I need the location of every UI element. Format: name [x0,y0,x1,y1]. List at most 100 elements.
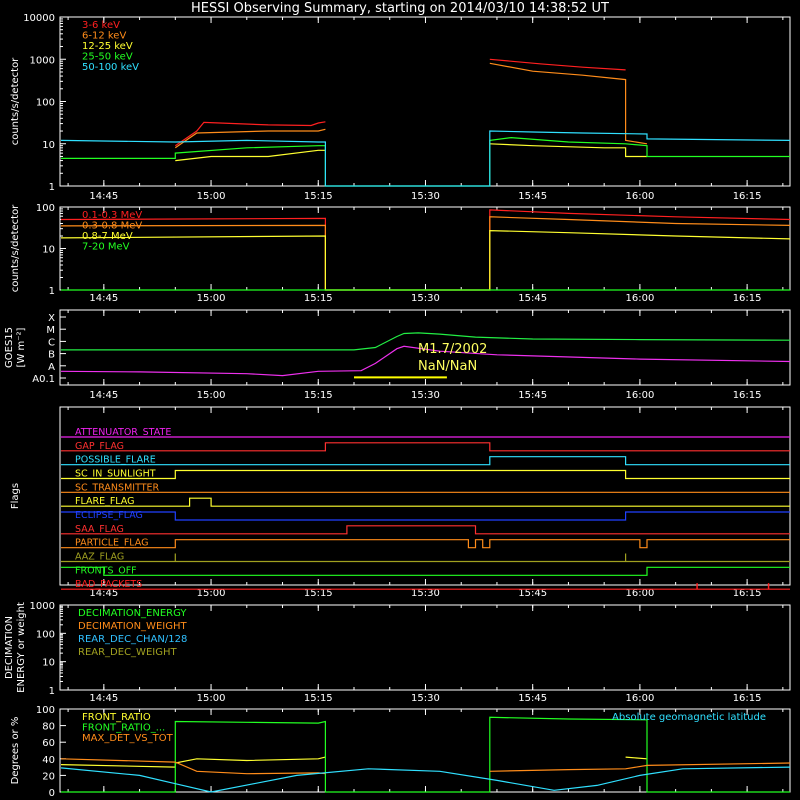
series-line-3 [61,136,790,187]
flag-label: POSSIBLE_FLARE [75,455,156,466]
x-tick-label: 15:15 [304,191,333,202]
legend-entry: REAR_DEC_CHAN/128 [78,634,187,645]
panels-group: 14:45 15:00 15:15 15:30 15:45 16:00 16:1511010… [4,13,791,799]
flag-label: FLARE_FLAG [75,496,135,507]
x-tick-label: 16:15 [733,693,762,704]
x-tick-label: 15:45 [518,693,547,704]
legend-entry: 3-6 keV [82,20,120,31]
legend-entry: DECIMATION_WEIGHT [78,621,187,632]
flag-label: ECLIPSE_FLAG [75,510,143,521]
legend-entry: 0.1-0.3 MeV [82,210,142,221]
x-tick-label: 15:45 [518,191,547,202]
x-tick-label: 16:00 [625,293,654,304]
x-tick-label: 15:30 [411,191,440,202]
flag-trace [61,525,790,535]
series-line-1 [60,216,791,291]
flag-label: AAZ_FLAG [75,552,124,563]
panel-decimation: 14:45 15:00 15:15 15:30 15:45 16:00 16:15 1 10 10… [4,601,791,704]
flag-label: FRONTS_OFF [75,565,137,576]
x-tick-label: 15:00 [197,293,226,304]
panel-ratio: 0 20 40 60 80 100 Degrees or % FRONT_RATIOFRONT… [10,705,791,799]
y-tick-label: 100 [36,203,55,214]
series-line-4 [60,130,791,187]
legend-entry: 0.3-0.8 MeV [82,221,142,232]
y-tick-label: A [48,362,55,373]
x-tick-label: 16:15 [733,390,762,401]
x-tick-label: 15:00 [197,693,226,704]
panel-frame [59,16,791,187]
flag-trace [61,442,790,452]
series-line-2 [175,143,647,162]
y-axis-label: counts/s/detector [10,204,21,292]
y-tick-label: 0 [49,788,55,799]
x-tick-label: 16:00 [625,191,654,202]
y-tick-label: 40 [42,755,55,766]
series-line-0 [60,209,791,291]
legend-entry: 7-20 MeV [82,242,130,253]
x-tick-label: 16:00 [625,693,654,704]
y-axis-label-2: ENERGY or weight [16,602,27,693]
legend-entry: 0.8-7 MeV [82,231,133,242]
panel-goes: 14:45 15:00 15:15 15:30 15:45 16:00 16:15 A0.1A… [4,309,791,401]
legend-entry: 25-50 keV [82,52,133,63]
x-tick-label: 15:45 [518,293,547,304]
y-axis-label: counts/s/detector [10,57,21,145]
x-tick-label: 14:45 [89,588,118,599]
series-line-0 [61,332,791,351]
flag-trace [61,566,790,576]
series-line-0 [174,58,626,147]
legend-entry: FRONT_RATIO [82,712,151,723]
y-axis-label: Flags [10,483,21,509]
x-tick-label: 16:00 [625,390,654,401]
panel-flags: 14:45 15:00 15:15 15:30 15:45 16:00 16:15 Flags… [10,406,791,599]
x-tick-label: 16:15 [733,588,762,599]
flag-label: GAP_FLAG [75,441,124,452]
x-tick-label: 15:30 [411,588,440,599]
y-tick-label: 1 [49,286,55,297]
x-tick-label: 15:30 [411,693,440,704]
x-tick-label: 15:45 [518,588,547,599]
legend-entry: MAX_DET_VS_TOT [82,733,174,744]
x-tick-label: 15:00 [197,390,226,401]
series-line-1 [174,62,648,149]
y-axis-label: GOES15 [4,327,15,368]
x-tick-label: 15:00 [197,191,226,202]
x-tick-label: 16:00 [625,588,654,599]
y-tick-label: 60 [42,738,55,749]
y-tick-label: 20 [42,771,55,782]
y-axis-label: DECIMATION [4,616,15,679]
y-axis-label-2: [W m⁻²] [16,327,27,367]
y-tick-label: M [46,325,55,336]
flag-label: SC_IN_SUNLIGHT [75,469,156,480]
flag-trace [61,539,790,549]
y-tick-label: 100 [36,705,55,716]
y-tick-label: 1 [49,182,55,193]
legend-entry: REAR_DEC_WEIGHT [78,647,177,658]
flare-class-annotation: NaN/NaN [418,359,477,374]
legend-entry: FRONT_RATIO_... [82,723,165,734]
y-tick-label: 10000 [23,13,55,24]
panel-highE: 14:45 15:00 15:15 15:30 15:45 16:00 16:15 1 10 10… [10,203,791,304]
series-line-1 [61,716,790,793]
y-tick-label: 100 [36,629,55,640]
x-tick-label: 14:45 [89,191,118,202]
x-tick-label: 15:15 [304,588,333,599]
flag-trace [61,456,790,466]
y-tick-label: 80 [42,722,55,733]
flag-trace [61,553,790,563]
x-tick-label: 15:15 [304,390,333,401]
series-line-2 [60,758,791,775]
x-tick-label: 15:00 [197,588,226,599]
x-tick-label: 15:15 [304,293,333,304]
panel-lowE: 14:45 15:00 15:15 15:30 15:45 16:00 16:15 1 10 10… [10,13,791,202]
legend-entry-right: Absolute geomagnetic latitude [612,712,766,723]
y-tick-label: 10 [42,245,55,256]
y-tick-label: A0.1 [32,374,55,385]
x-tick-label: 15:30 [411,390,440,401]
x-tick-label: 15:30 [411,293,440,304]
x-tick-label: 14:45 [89,693,118,704]
flag-trace [61,511,790,521]
y-tick-label: 1000 [30,55,55,66]
